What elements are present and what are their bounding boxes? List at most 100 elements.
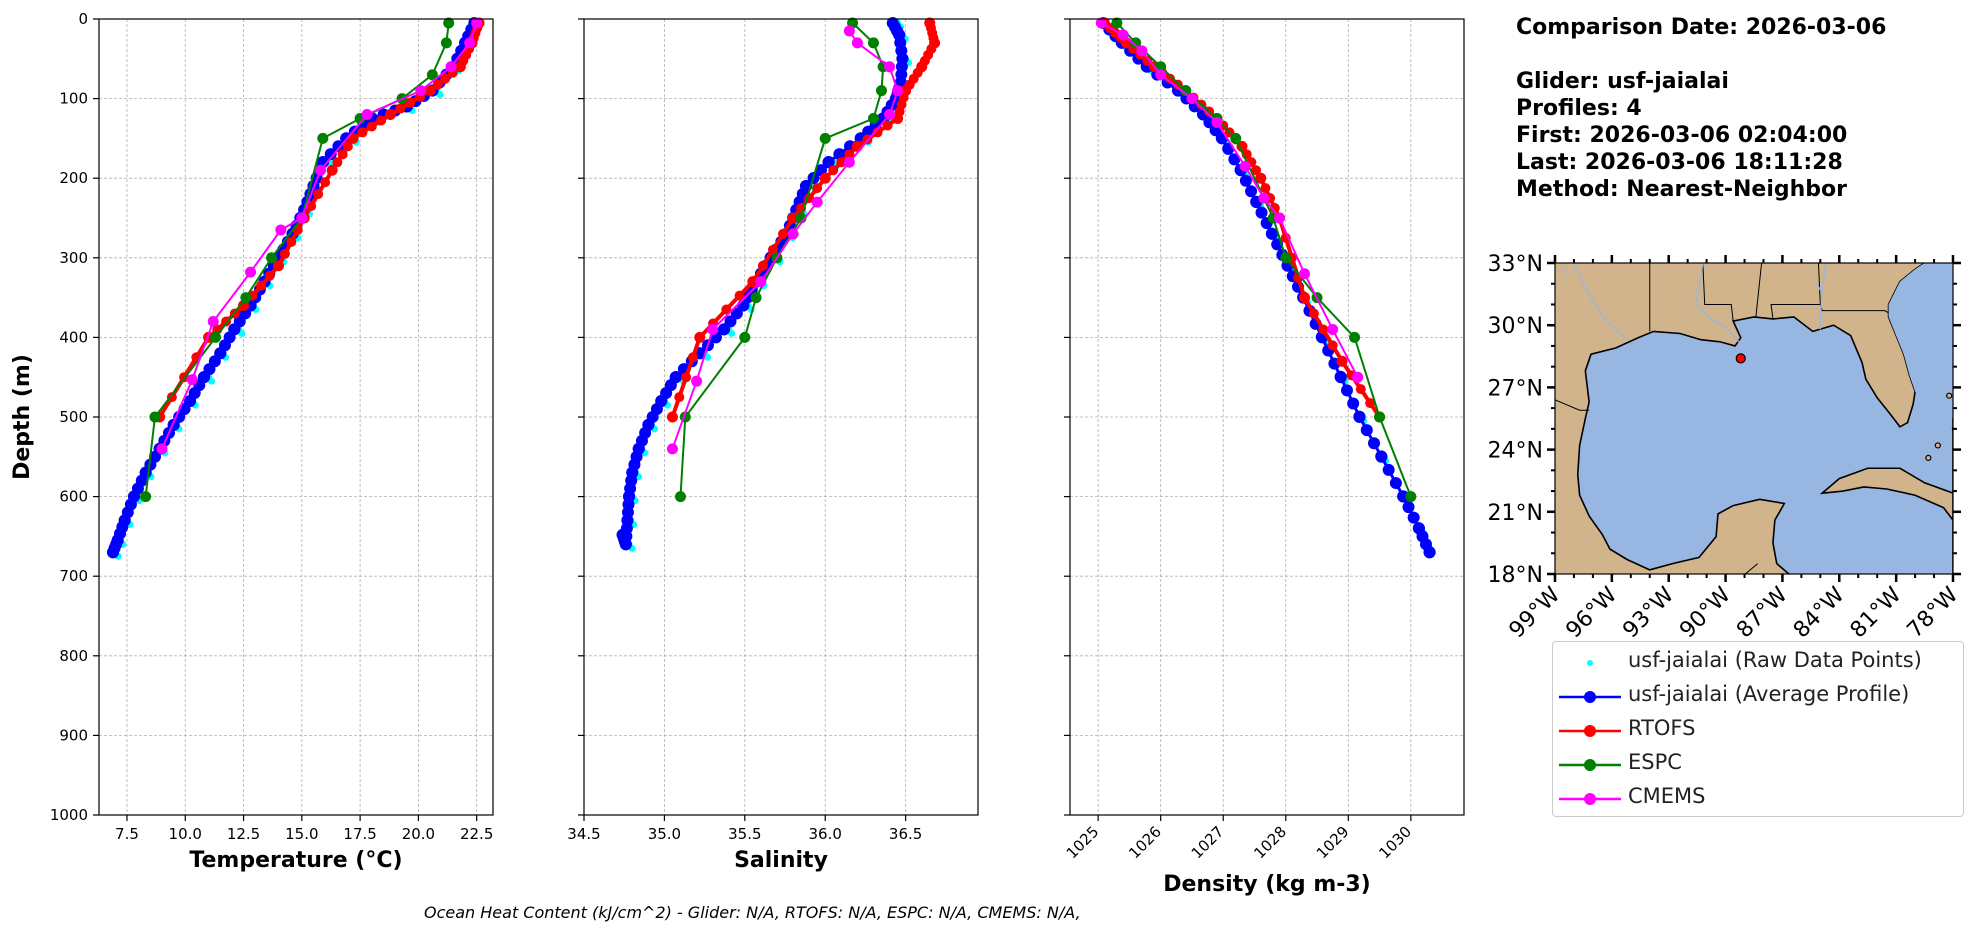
data-point <box>1299 292 1311 304</box>
data-point <box>707 323 719 335</box>
x-axis-label: Temperature (°C) <box>189 848 402 873</box>
x-tick-label: 36.0 <box>809 825 842 843</box>
data-point <box>454 61 466 73</box>
data-point <box>1365 398 1376 409</box>
data-point <box>666 443 678 455</box>
data-point <box>140 491 152 503</box>
legend-item-rtofs: RTOFS <box>1553 714 1963 748</box>
data-point <box>1142 55 1153 66</box>
data-point <box>1230 132 1242 144</box>
data-point <box>819 172 831 184</box>
data-point <box>464 37 476 49</box>
data-point <box>876 85 888 97</box>
data-point <box>1245 185 1258 198</box>
y-tick-label: 300 <box>59 249 88 267</box>
data-point <box>1407 511 1420 524</box>
series-1 <box>1097 16 1436 559</box>
data-point <box>106 546 119 559</box>
data-point <box>1327 323 1339 335</box>
gulf-map-panel: 33°N 30°N 27°N 24°N 21°N 18°N99°W96°W93°W90°W… <box>1488 252 1964 643</box>
series-line <box>144 22 450 497</box>
data-point <box>317 132 329 144</box>
data-point <box>326 164 338 176</box>
data-point <box>787 228 799 240</box>
data-point <box>361 109 373 121</box>
data-point <box>1349 331 1361 343</box>
lon-tick-label: 84°W <box>1789 582 1850 643</box>
map-frame <box>1554 262 1954 575</box>
data-point <box>264 270 275 281</box>
data-point <box>207 315 219 327</box>
data-point <box>717 323 730 336</box>
lat-tick-label: 18°N <box>1488 563 1543 588</box>
data-point <box>296 212 308 224</box>
x-tick-label: 35.5 <box>728 825 761 843</box>
data-point <box>750 292 762 304</box>
legend-marker-rtofs <box>1559 725 1621 737</box>
data-point <box>867 113 879 124</box>
x-tick-label: 22.5 <box>460 825 493 843</box>
data-point <box>1368 437 1381 450</box>
data-point <box>1117 29 1129 41</box>
data-point <box>1375 450 1388 463</box>
cuba-land <box>1819 467 1953 522</box>
data-point <box>666 411 678 423</box>
first-time: First: 2026-03-06 02:04:00 <box>1516 123 1848 148</box>
data-point <box>1228 153 1241 166</box>
x-tick-label: 10.0 <box>169 825 202 843</box>
data-point <box>324 148 337 161</box>
data-point <box>314 164 326 176</box>
data-point <box>1180 85 1192 97</box>
data-point <box>415 85 427 97</box>
legend-item-cmems: CMEMS <box>1553 782 1963 816</box>
y-tick-label: 600 <box>59 488 88 506</box>
last-time: Last: 2026-03-06 18:11:28 <box>1516 150 1843 175</box>
data-point <box>1389 477 1402 490</box>
x-axis-label: Salinity <box>734 848 828 873</box>
data-point <box>681 372 692 383</box>
data-point <box>1353 411 1366 423</box>
data-point <box>1251 165 1262 176</box>
legend-label-cmems: CMEMS <box>1628 784 1706 808</box>
x-tick-label: 1029 <box>1313 823 1353 863</box>
x-tick-label: 1026 <box>1125 823 1165 863</box>
river-line <box>1560 266 1567 274</box>
series-line <box>671 30 899 450</box>
data-point <box>1186 93 1198 105</box>
x-tick-label: 1025 <box>1063 823 1103 863</box>
legend-item-raw: usf-jaialai (Raw Data Points) <box>1553 646 1963 680</box>
legend-label-rtofs: RTOFS <box>1628 716 1696 740</box>
y-tick-label: 700 <box>59 567 88 585</box>
data-point <box>245 266 257 278</box>
series-line <box>1102 21 1431 553</box>
data-point <box>1211 116 1223 128</box>
x-tick-label: 20.0 <box>402 825 435 843</box>
data-point <box>704 353 712 361</box>
data-point <box>1239 160 1251 172</box>
info-text-block: Comparison Date: 2026-03-06 Glider: usf-… <box>1516 14 1886 203</box>
river-line <box>1819 263 1827 330</box>
lon-tick-label: 90°W <box>1675 582 1736 643</box>
border-line <box>1702 263 1734 322</box>
data-point <box>1327 340 1338 351</box>
ohc-footer-text: Ocean Heat Content (kJ/cm^2) - Glider: N… <box>424 903 1081 922</box>
island <box>1925 454 1932 461</box>
data-point <box>1274 212 1286 224</box>
data-point <box>1095 17 1107 29</box>
data-point <box>1336 355 1348 367</box>
data-point <box>342 141 353 152</box>
data-point <box>1155 69 1167 81</box>
legend-item-espc: ESPC <box>1553 748 1963 782</box>
data-point <box>240 292 252 304</box>
river-line <box>1814 281 1823 293</box>
data-point <box>1308 308 1319 319</box>
data-point <box>432 79 443 90</box>
lat-tick-label: 33°N <box>1488 252 1543 277</box>
legend-dot-raw <box>1587 660 1593 666</box>
data-point <box>186 374 198 386</box>
series-3 <box>1111 17 1417 503</box>
glider-name: Glider: usf-jaialai <box>1516 69 1729 94</box>
lon-tick-label: 99°W <box>1505 582 1566 643</box>
data-point <box>1258 192 1270 204</box>
data-point <box>1266 227 1279 240</box>
